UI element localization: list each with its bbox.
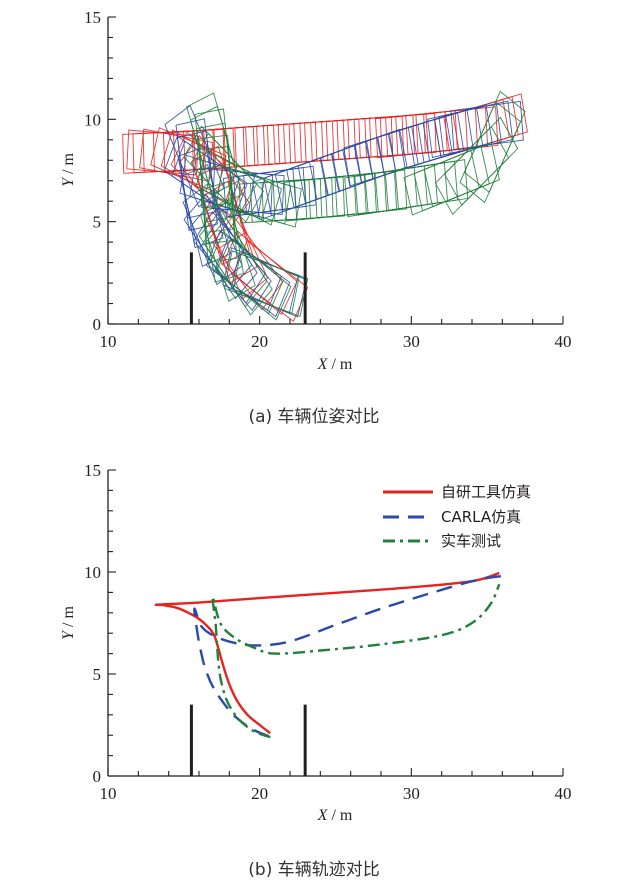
legend-label: 实车测试 [441, 532, 501, 550]
trajectory-chart: 10 20 30 40 0 5 10 15 X / m Y / m (b) 车辆… [60, 461, 572, 880]
x-tick-label: 10 [100, 332, 117, 351]
x-axis-label: X / m [317, 807, 353, 824]
pose-rect [194, 108, 234, 209]
y-axis-unit: / m [60, 606, 77, 631]
x-tick-label: 30 [403, 332, 420, 351]
pose-rect [189, 105, 243, 209]
pose-rect [463, 90, 526, 193]
pose-rect [226, 168, 302, 228]
axes [107, 469, 564, 777]
legend: 自研工具仿真 CARLA仿真 实车测试 [383, 483, 531, 550]
y-axis-unit: / m [60, 153, 77, 178]
y-tick-label: 10 [84, 110, 101, 129]
x-axis-var: X [317, 356, 329, 373]
pose-rect [334, 169, 408, 217]
x-axis-unit: / m [327, 807, 352, 824]
y-tick-label: 10 [84, 563, 101, 582]
caption-a: (a) 车辆位姿对比 [248, 407, 379, 427]
y-axis-label: Y / m [60, 606, 77, 640]
x-tick-label: 30 [403, 784, 420, 803]
y-tick-label: 0 [93, 767, 102, 786]
trajectory-line [211, 583, 501, 739]
pose-rect [450, 100, 524, 151]
pose-rect [199, 181, 244, 283]
x-tick-label: 40 [555, 332, 572, 351]
pose-rect [423, 141, 500, 208]
pose-chart: 10 20 30 40 0 5 10 15 X / m Y / m (a) 车辆… [60, 8, 572, 427]
legend-label: 自研工具仿真 [441, 483, 531, 501]
x-axis-label: X / m [317, 356, 353, 373]
caption-b: (b) 车辆轨迹对比 [248, 860, 379, 880]
pose-rect [394, 159, 469, 210]
pose-rect [183, 193, 253, 292]
pose-rect [150, 127, 227, 194]
x-tick-label: 20 [251, 332, 268, 351]
trajectory-lines [154, 571, 503, 739]
pose-rect [438, 100, 514, 156]
pose-rect [208, 231, 284, 315]
parking-markers [189, 704, 307, 776]
x-tick-label: 20 [251, 784, 268, 803]
pose-rect [171, 140, 248, 219]
pose-rectangles [122, 90, 528, 323]
y-axis-var: Y [60, 176, 77, 187]
pose-rect [223, 250, 300, 314]
x-axis-var: X [317, 807, 329, 824]
parking-markers [189, 252, 307, 324]
y-tick-label: 15 [84, 461, 101, 480]
pose-rect [331, 128, 408, 192]
pose-rect [198, 134, 235, 233]
pose-rect [164, 104, 225, 208]
trajectory-line [193, 574, 503, 738]
pose-rect [364, 113, 437, 158]
x-tick-label: 10 [100, 784, 117, 803]
pose-rect [175, 118, 217, 219]
y-axis-label: Y / m [60, 153, 77, 187]
pose-rect [189, 157, 265, 218]
y-tick-label: 5 [93, 213, 102, 232]
legend-label: CARLA仿真 [441, 508, 521, 526]
axes [107, 16, 564, 325]
trajectory-line [154, 571, 500, 735]
pose-rect [198, 209, 268, 308]
pose-rect [443, 116, 519, 206]
x-axis-unit: / m [327, 356, 352, 373]
pose-rect [417, 103, 493, 164]
pose-rect [459, 100, 522, 204]
pose-rect [179, 164, 231, 267]
pose-rect [272, 176, 345, 222]
x-tick-label: 40 [555, 784, 572, 803]
y-tick-label: 0 [93, 315, 102, 334]
y-tick-label: 15 [84, 8, 101, 27]
y-tick-label: 5 [93, 665, 102, 684]
y-axis-var: Y [60, 629, 77, 640]
pose-rect [177, 146, 224, 249]
